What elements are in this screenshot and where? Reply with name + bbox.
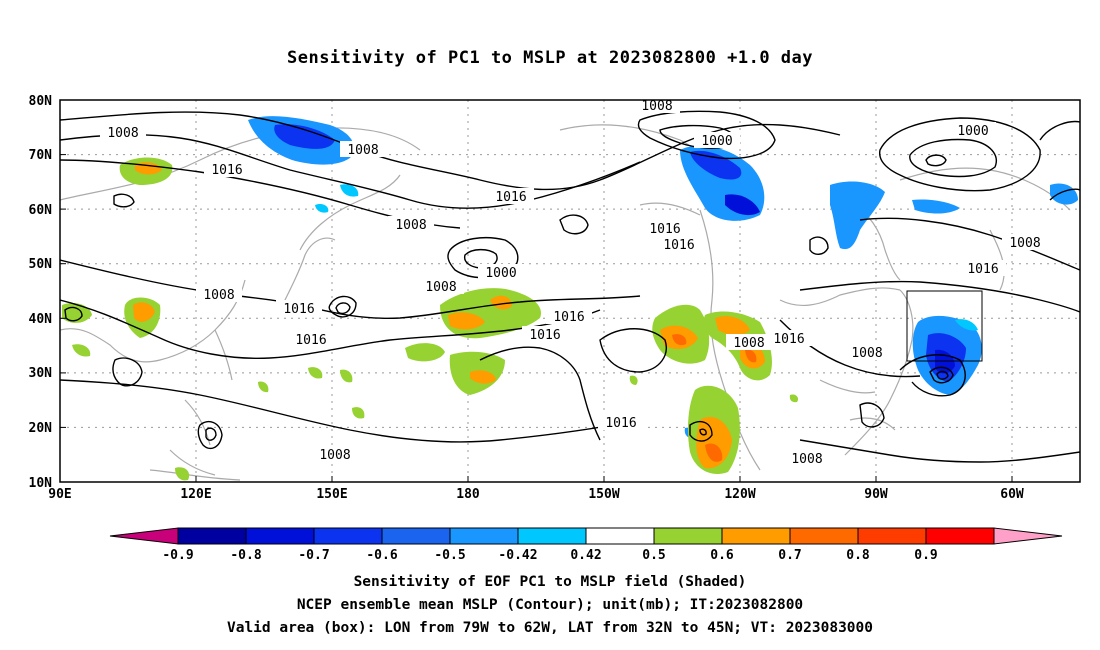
contour-label: 1016 <box>283 302 314 317</box>
colorbar: -0.9 -0.8 -0.7 -0.6 -0.5 -0.42 0.42 0.5 0.6 0.7 0.… <box>109 527 1063 563</box>
colorbar-label: 0.7 <box>778 548 801 563</box>
lon-label-180: 180 <box>456 487 480 502</box>
contour-label: 1008 <box>1009 236 1040 251</box>
contour-label: 1000 <box>957 124 988 139</box>
colorbar-label: -0.5 <box>434 548 465 563</box>
lon-label-90w: 90W <box>864 487 888 502</box>
plot-frame <box>59 99 1081 483</box>
colorbar-swatch <box>857 527 927 545</box>
contour-label: 1008 <box>107 126 138 141</box>
contour-label: 1008 <box>851 346 882 361</box>
colorbar-label: 0.5 <box>642 548 665 563</box>
lat-label-70n: 70N <box>29 148 53 163</box>
colorbar-low-end <box>109 527 179 545</box>
contour-label: 1008 <box>641 99 672 114</box>
map-title: Sensitivity of PC1 to MSLP at 2023082800… <box>286 48 813 68</box>
lon-label-60w: 60W <box>1000 487 1024 502</box>
colorbar-swatch <box>313 527 383 545</box>
colorbar-high-end <box>993 527 1063 545</box>
lat-label-20n: 20N <box>29 421 53 436</box>
colorbar-label: 0.42 <box>570 548 601 563</box>
colorbar-swatch <box>653 527 723 545</box>
colorbar-label: -0.6 <box>366 548 397 563</box>
contour-label: 1000 <box>485 266 516 281</box>
colorbar-swatch <box>585 527 655 545</box>
contour-label: 1016 <box>663 238 694 253</box>
colorbar-swatch <box>245 527 315 545</box>
lon-label-150e: 150E <box>316 487 347 502</box>
longitude-axis: 90E 120E 150E 180 150W 120W 90W 60W <box>48 476 1024 502</box>
lat-label-10n: 10N <box>29 476 53 491</box>
colorbar-swatch <box>789 527 859 545</box>
contour-label: 1008 <box>395 218 426 233</box>
contour-label: 1008 <box>203 288 234 303</box>
colorbar-swatch <box>925 527 995 545</box>
lon-label-150w: 150W <box>588 487 619 502</box>
contour-label: 1008 <box>791 452 822 467</box>
colorbar-label: -0.42 <box>498 548 537 563</box>
valid-area-box <box>906 290 983 362</box>
colorbar-label: 0.6 <box>710 548 734 563</box>
contour-label: 1016 <box>773 332 804 347</box>
lat-label-80n: 80N <box>29 94 53 109</box>
contour-label-group: 1008 1008 1016 1008 1008 1016 1008 1000 … <box>100 99 1048 467</box>
colorbar-label: 0.8 <box>846 548 870 563</box>
colorbar-swatch <box>517 527 587 545</box>
lon-label-120e: 120E <box>180 487 211 502</box>
lat-label-60n: 60N <box>29 203 53 218</box>
contour-label: 1008 <box>733 336 764 351</box>
contour-label: 1008 <box>319 448 350 463</box>
contour-label: 1008 <box>347 143 378 158</box>
contour-label: 1016 <box>295 333 326 348</box>
colorbar-swatch <box>449 527 519 545</box>
contour-label: 1016 <box>553 310 584 325</box>
colorbar-label: -0.9 <box>162 548 193 563</box>
plot-area: 1008 1008 1016 1008 1008 1016 1008 1000 … <box>60 99 1080 482</box>
caption-valid-area: Valid area (box): LON from 79W to 62W, L… <box>226 620 873 636</box>
contour-label: 1000 <box>701 134 732 149</box>
colorbar-label: -0.8 <box>230 548 261 563</box>
lat-label-50n: 50N <box>29 257 53 272</box>
contour-label: 1016 <box>529 328 560 343</box>
lon-label-120w: 120W <box>724 487 755 502</box>
contour-label: 1008 <box>425 280 456 295</box>
colorbar-swatch <box>721 527 791 545</box>
contour-label: 1016 <box>693 376 724 391</box>
contour-label: 1016 <box>605 416 636 431</box>
colorbar-label: -0.7 <box>298 548 329 563</box>
caption-contour: NCEP ensemble mean MSLP (Contour); unit(… <box>296 597 804 613</box>
contour-label: 1016 <box>495 190 526 205</box>
colorbar-label: 0.9 <box>914 548 937 563</box>
colorbar-swatch <box>381 527 451 545</box>
lon-label-90e: 90E <box>48 487 71 502</box>
caption-shaded: Sensitivity of EOF PC1 to MSLP field (Sh… <box>353 574 747 590</box>
contour-label: 1016 <box>967 262 998 277</box>
mslp-contours <box>60 110 1080 463</box>
lat-label-40n: 40N <box>29 312 53 327</box>
colorbar-swatch <box>177 527 247 545</box>
lat-label-30n: 30N <box>29 366 53 381</box>
latitude-axis: 80N 70N 60N 50N 40N 30N 20N 10N <box>29 94 66 491</box>
contour-label: 1016 <box>649 222 680 237</box>
contour-label: 1016 <box>211 163 242 178</box>
